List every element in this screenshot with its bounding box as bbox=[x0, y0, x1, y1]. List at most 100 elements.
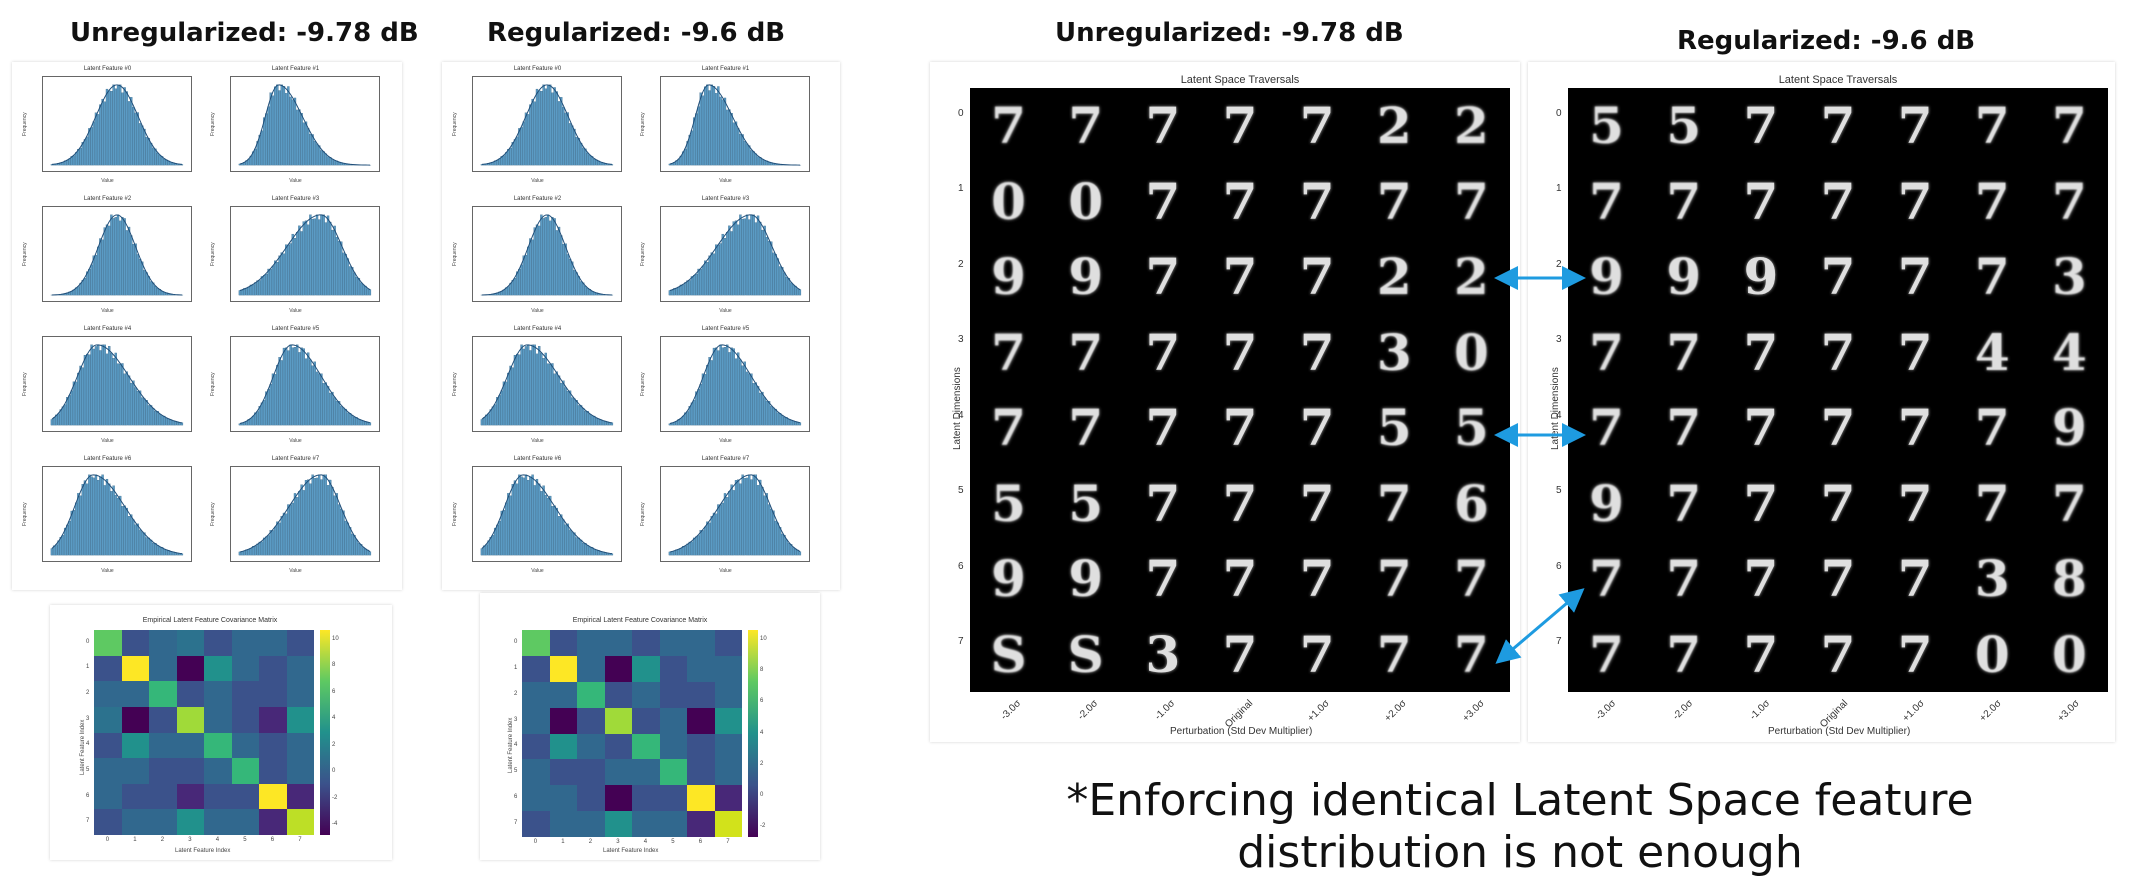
histogram-bar bbox=[527, 246, 530, 296]
covariance-ylabel: Latent Feature Index bbox=[508, 717, 514, 773]
histogram-bar bbox=[134, 112, 137, 166]
histogram-bar bbox=[721, 233, 724, 296]
histogram-bar bbox=[524, 346, 528, 426]
histogram-bar bbox=[318, 373, 321, 426]
histogram-bar bbox=[318, 474, 321, 556]
histogram-bar bbox=[726, 497, 729, 556]
histogram-bar bbox=[136, 112, 140, 166]
row-label: 6 bbox=[958, 560, 964, 572]
histogram-bar bbox=[359, 282, 363, 296]
histogram-bar bbox=[575, 272, 578, 296]
histogram-bar bbox=[348, 527, 352, 556]
histogram-bar bbox=[750, 150, 753, 166]
histogram-bar bbox=[728, 491, 731, 556]
histogram-bar bbox=[309, 483, 312, 556]
histogram-bar bbox=[730, 347, 733, 426]
histogram-bar bbox=[125, 91, 128, 166]
histogram-bar bbox=[149, 142, 153, 166]
histogram-bar bbox=[322, 383, 325, 426]
histogram-bar bbox=[518, 474, 521, 556]
colorbar-tick: -2 bbox=[332, 794, 338, 801]
histogram-bar bbox=[573, 532, 576, 556]
row-label: 1 bbox=[958, 183, 964, 195]
histogram-bar bbox=[579, 539, 583, 556]
histogram-bar bbox=[311, 365, 314, 426]
histogram-bar bbox=[582, 542, 585, 556]
histogram-bar bbox=[324, 382, 328, 426]
histogram-bar bbox=[72, 381, 76, 426]
heading-left-unregularized: Unregularized: -9.78 dB bbox=[70, 18, 419, 48]
histogram-bar bbox=[577, 405, 581, 426]
histogram-bar bbox=[66, 397, 69, 426]
histogram-bar bbox=[329, 221, 332, 296]
traversal-digit: 7 bbox=[1145, 171, 1181, 231]
traversal-digit: 7 bbox=[1820, 549, 1856, 609]
histogram-bar bbox=[754, 222, 758, 296]
histogram-5: Latent Feature #5 Frequency Value bbox=[208, 326, 383, 447]
histogram-bar bbox=[351, 533, 354, 556]
histogram-bar bbox=[717, 350, 720, 426]
traversal-digit: 9 bbox=[991, 549, 1026, 609]
histogram-bar bbox=[147, 138, 151, 166]
covariance-cell bbox=[687, 630, 715, 656]
x-tick: 1 bbox=[561, 839, 565, 845]
histogram-bar bbox=[690, 541, 694, 556]
x-tick: 5 bbox=[243, 837, 247, 843]
histogram-bar bbox=[85, 271, 89, 296]
histogram-bar bbox=[108, 90, 111, 166]
column-label: +3.0σ bbox=[2055, 698, 2082, 725]
histogram-bar bbox=[335, 236, 339, 296]
traversal-digit: 7 bbox=[1589, 322, 1624, 382]
histogram-bar bbox=[101, 344, 104, 426]
histogram-bar bbox=[145, 537, 148, 556]
covariance-cell bbox=[632, 707, 660, 734]
histogram-bar bbox=[125, 371, 128, 426]
histogram-bar bbox=[555, 91, 558, 166]
histogram-bar bbox=[251, 546, 255, 556]
histogram-bar bbox=[732, 122, 735, 166]
histogram-bar bbox=[116, 85, 120, 166]
histogram-xlabel: Value bbox=[289, 438, 302, 444]
histogram-bar bbox=[138, 390, 142, 426]
histogram-bar bbox=[734, 121, 738, 166]
covariance-cell bbox=[231, 809, 259, 835]
histogram-bar bbox=[287, 244, 290, 296]
histogram-bar bbox=[513, 278, 517, 296]
traversal-digit: 7 bbox=[1897, 473, 1933, 533]
histogram-bar bbox=[675, 287, 678, 296]
histogram-bar bbox=[588, 155, 592, 166]
histogram-bar bbox=[562, 106, 565, 166]
histogram-bar bbox=[518, 128, 521, 166]
histogram-bar bbox=[256, 280, 259, 296]
histogram-bar bbox=[557, 101, 561, 166]
histogram-bar bbox=[577, 537, 581, 556]
histogram-plot bbox=[230, 76, 380, 172]
traversal-digit: 7 bbox=[1222, 473, 1258, 533]
histogram-bar bbox=[500, 390, 503, 426]
histogram-bar bbox=[588, 546, 592, 556]
histogram-bar bbox=[688, 134, 691, 166]
histogram-bar bbox=[717, 86, 720, 166]
histogram-bar bbox=[520, 344, 523, 426]
histogram-bar bbox=[538, 90, 541, 166]
histogram-bar bbox=[276, 521, 279, 556]
histogram-bar bbox=[90, 264, 93, 296]
histogram-bar bbox=[759, 221, 762, 296]
histogram-6: Latent Feature #6 Frequency Value bbox=[20, 456, 195, 577]
x-tick: 2 bbox=[588, 839, 593, 845]
histogram-bar bbox=[154, 543, 157, 556]
histogram-plot bbox=[660, 466, 810, 562]
column-label: +3.0σ bbox=[1460, 698, 1487, 725]
unregularized-histogram-panel: Latent Feature #0 Frequency Value Latent Fe… bbox=[12, 62, 402, 590]
histogram-bar bbox=[743, 361, 746, 426]
covariance-cell bbox=[231, 681, 259, 707]
histogram-bar bbox=[710, 360, 713, 426]
traversal-digit: 7 bbox=[1897, 171, 1933, 231]
histogram-bar bbox=[750, 479, 753, 556]
histogram-bar bbox=[783, 417, 786, 426]
histogram-bar bbox=[719, 504, 722, 556]
histogram-bar bbox=[697, 535, 700, 556]
histogram-bar bbox=[116, 214, 120, 296]
histogram-bar bbox=[81, 367, 84, 426]
histogram-xlabel: Value bbox=[101, 178, 114, 184]
